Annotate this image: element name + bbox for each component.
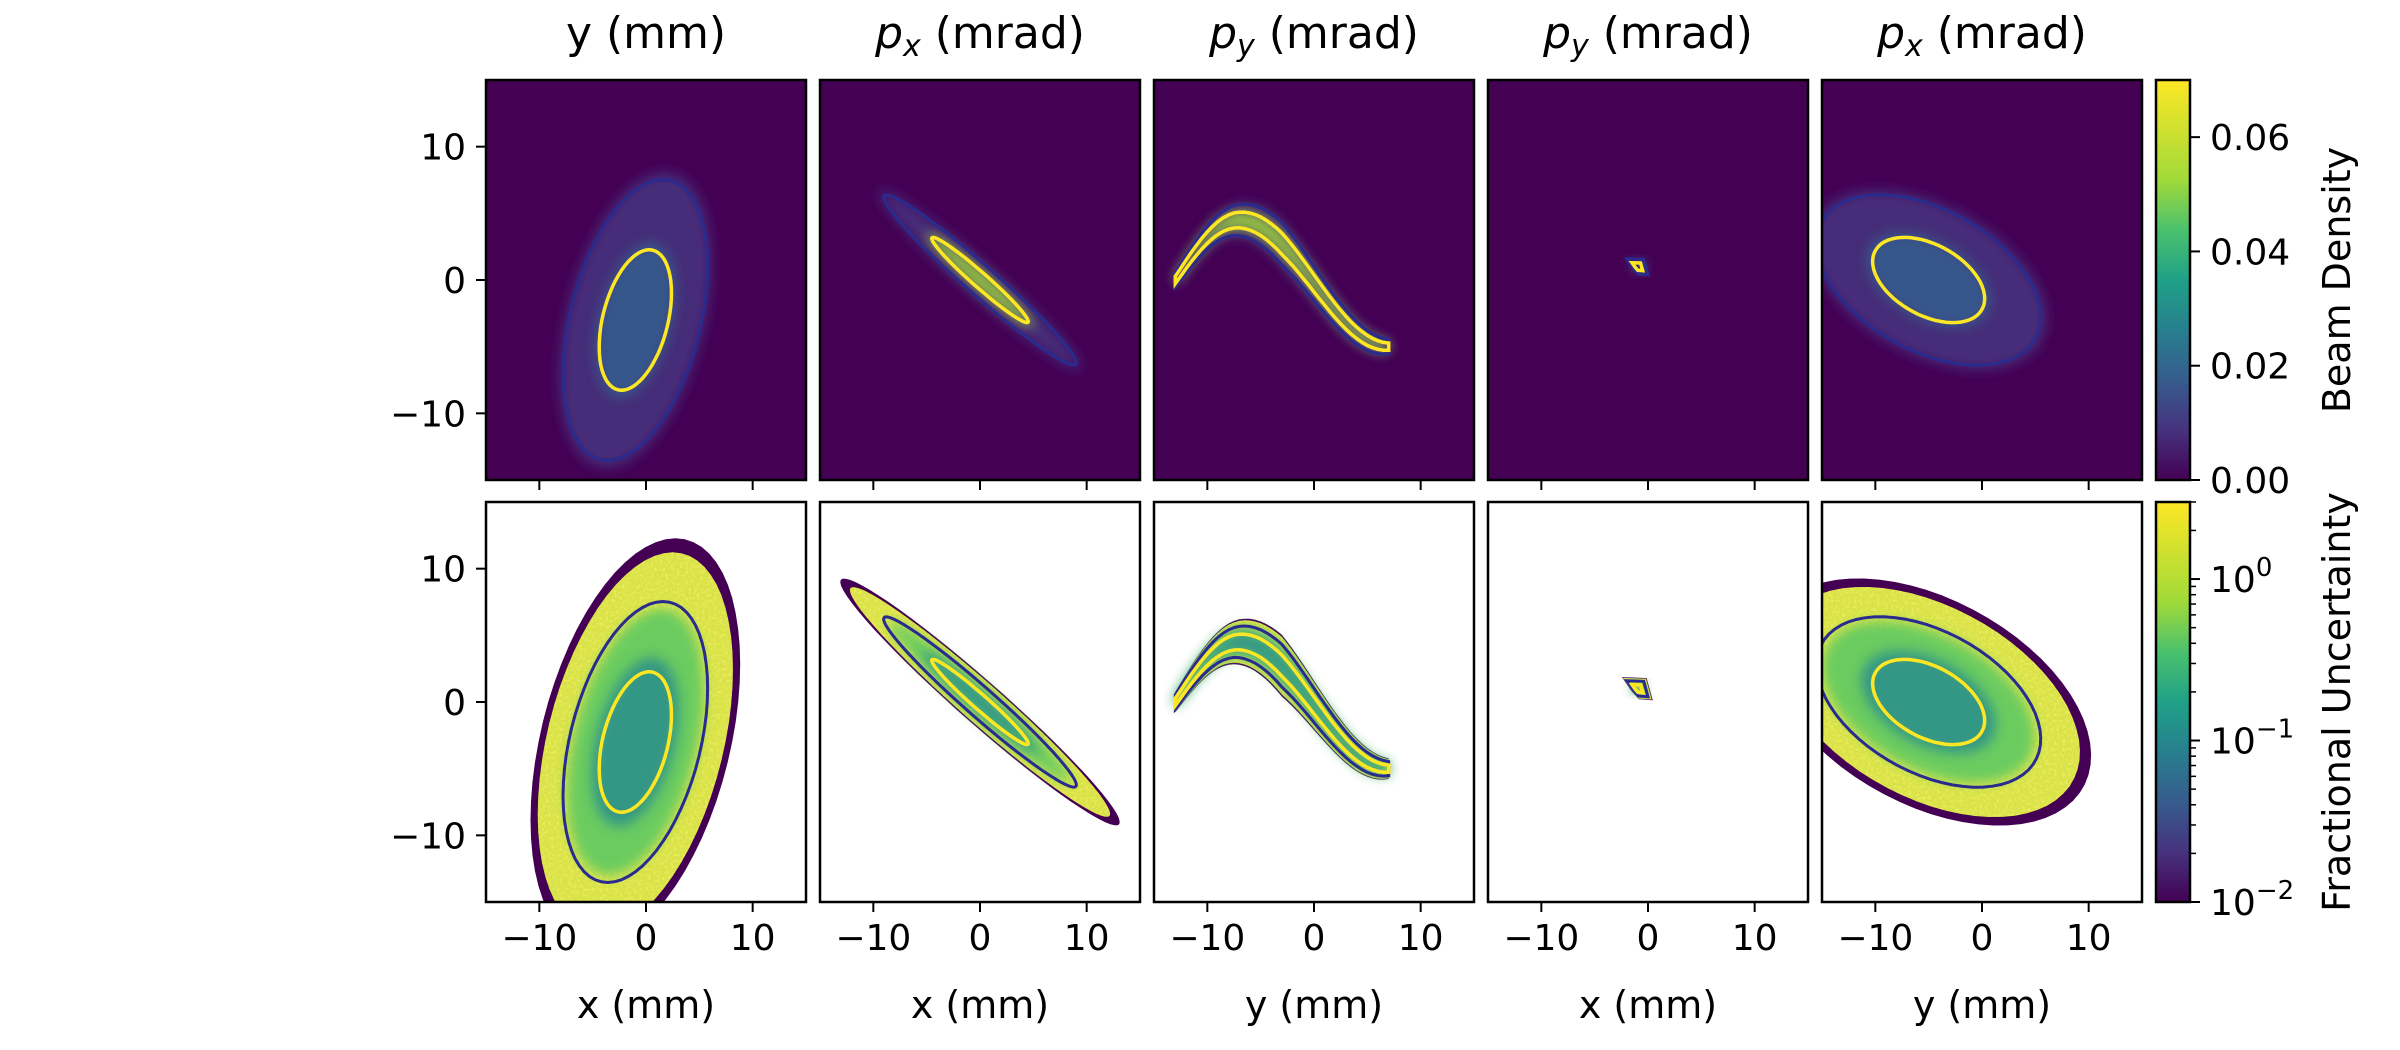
outer-contour xyxy=(561,177,710,463)
inner-contour xyxy=(1870,657,1987,747)
x-tick-label: 0 xyxy=(1303,918,1326,959)
y-tick-label: 0 xyxy=(443,261,466,302)
outer-contour xyxy=(882,615,1078,789)
x-tick-label: −10 xyxy=(1503,918,1579,959)
panel-r1-c3 xyxy=(1152,78,1476,490)
x-axis-labels: x (mm)−10 0 10x (mm)−10 0 10y (mm)−10 0 10x (m… xyxy=(501,918,2111,1027)
column-title-1: y (mm) xyxy=(566,8,726,59)
y-tick-label: −10 xyxy=(390,394,466,435)
panel-r1-c2 xyxy=(818,78,1142,490)
x-tick-label: 10 xyxy=(730,918,776,959)
column-titles: y (mm) px (mrad) py (mrad) py (mrad) px (mra… xyxy=(566,8,2087,64)
panel-r1-c1 xyxy=(476,78,808,490)
outer-contour xyxy=(1173,624,1391,778)
x-tick-label: −10 xyxy=(835,918,911,959)
x-tick-label: 10 xyxy=(1732,918,1778,959)
colorbar-tick-label: 10−1 xyxy=(2210,715,2294,763)
x-tick-label: 10 xyxy=(1064,918,1110,959)
column-title-5: px (mrad) xyxy=(1876,8,2087,64)
colorbar-1 xyxy=(2154,78,2192,482)
y-tick-label: 10 xyxy=(420,128,466,169)
colorbar-2 xyxy=(2154,500,2192,904)
colorbar-tick-label: 0.00 xyxy=(2210,461,2290,502)
x-axis-label-1: x (mm) xyxy=(577,983,715,1027)
x-axis-label-2: x (mm) xyxy=(911,983,1049,1027)
panel-r2-c2 xyxy=(818,500,1142,912)
outer-contour xyxy=(561,599,710,885)
y-tick-label: −10 xyxy=(390,816,466,857)
uncertainty-core xyxy=(1861,650,1996,754)
x-axis-label-4: x (mm) xyxy=(1579,983,1717,1027)
x-tick-label: 0 xyxy=(1971,918,1994,959)
panel-r1-c4 xyxy=(1486,78,1810,490)
colorbars: 0.00 0.02 0.04 0.06 Beam Density 10−2 10−1 100 F… xyxy=(2154,78,2359,924)
column-title-3: py (mrad) xyxy=(1208,8,1419,64)
panel-r2-c1 xyxy=(476,500,808,912)
column-title-2: px (mrad) xyxy=(874,8,1085,64)
x-axis-label-5: y (mm) xyxy=(1913,983,2051,1027)
density-background xyxy=(1488,80,1808,480)
panels-layer xyxy=(476,78,2144,912)
colorbar-label-1: Beam Density xyxy=(2315,147,2359,413)
x-axis-label-3: y (mm) xyxy=(1245,983,1383,1027)
uncertainty-core xyxy=(592,657,679,827)
inner-contour xyxy=(930,235,1030,325)
x-tick-label: −10 xyxy=(1837,918,1913,959)
colorbar-tick-label: 0.02 xyxy=(2210,347,2290,388)
inner-contour xyxy=(930,657,1030,747)
inner-contour xyxy=(1173,632,1391,774)
x-tick-label: 10 xyxy=(2066,918,2112,959)
density-core xyxy=(927,233,1033,327)
outer-contour xyxy=(882,193,1078,367)
y-tick-label: 0 xyxy=(443,683,466,724)
panel-r2-c5 xyxy=(1820,500,2144,912)
uncertainty-background xyxy=(1488,502,1808,902)
colorbar-tick-label: 10−2 xyxy=(2210,876,2294,924)
panel-r2-c4 xyxy=(1486,500,1810,912)
outer-contour xyxy=(1623,257,1651,277)
x-tick-label: −10 xyxy=(1169,918,1245,959)
colorbar-tick-label: 0.06 xyxy=(2210,118,2290,159)
inner-contour xyxy=(1870,235,1987,325)
outer-contour xyxy=(1623,679,1651,699)
uncertainty-core xyxy=(922,651,1038,753)
colorbar-label-2: Fractional Uncertainty xyxy=(2315,492,2359,912)
inner-contour xyxy=(1628,260,1646,273)
outer-contour xyxy=(1822,615,2043,789)
x-tick-label: 0 xyxy=(969,918,992,959)
y-tick-label: 10 xyxy=(420,550,466,591)
column-title-4: py (mrad) xyxy=(1542,8,1753,64)
outer-contour xyxy=(1173,202,1391,356)
inner-contour xyxy=(1173,210,1391,352)
outer-contour xyxy=(1822,193,2043,367)
panel-r2-c3 xyxy=(1152,500,1476,912)
inner-contour xyxy=(597,247,674,393)
inner-contour xyxy=(597,669,674,815)
colorbar-tick-label: 0.04 xyxy=(2210,232,2290,273)
x-tick-label: 10 xyxy=(1398,918,1444,959)
x-tick-label: 0 xyxy=(1637,918,1660,959)
x-tick-label: −10 xyxy=(501,918,577,959)
x-tick-label: 0 xyxy=(635,918,658,959)
colorbar-tick-label: 100 xyxy=(2210,553,2272,601)
y-tick-labels: −10 0 10 −10 0 10 xyxy=(390,128,466,858)
inner-contour xyxy=(1628,682,1646,695)
panel-r1-c5 xyxy=(1820,78,2144,490)
